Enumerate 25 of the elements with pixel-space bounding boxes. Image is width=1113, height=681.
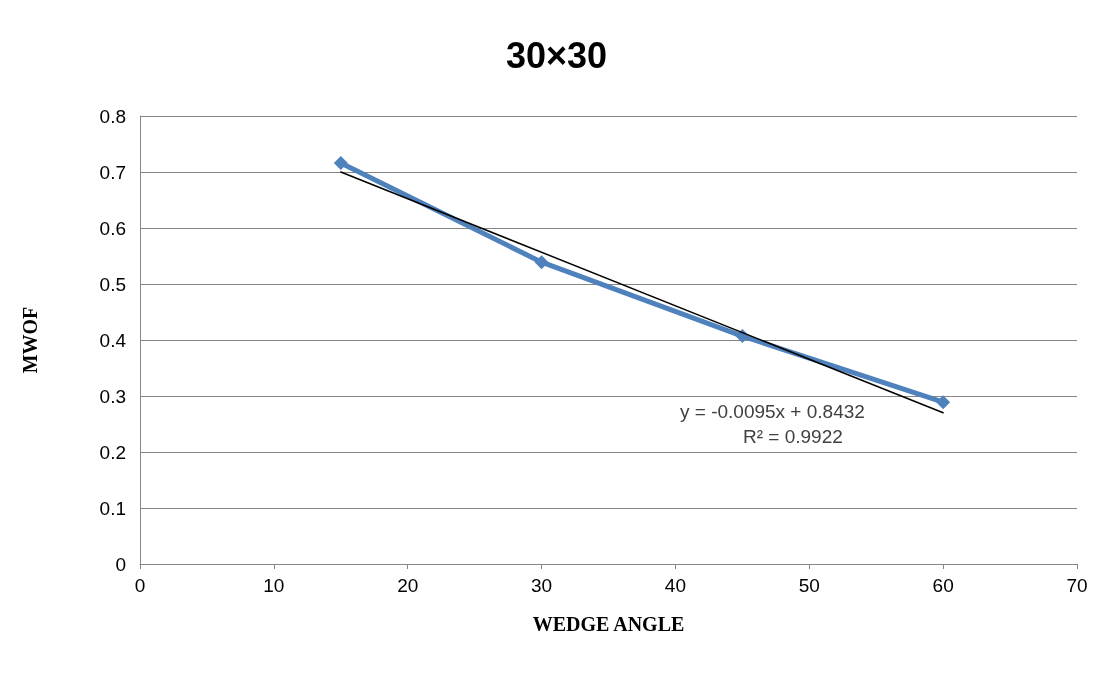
y-tick-label: 0 [115,553,126,575]
y-tick-label: 0.5 [99,273,126,295]
point [936,395,951,410]
y-tick-label: 0.7 [99,161,126,183]
x-tick-label: 30 [531,575,553,596]
y-tick-label: 0.6 [99,217,126,239]
y-tick-label: 0.2 [99,441,126,463]
x-tick-label: 40 [664,575,686,596]
x-axis-title: WEDGE ANGLE [532,613,685,635]
x-tick-label: 0 [134,575,146,596]
x-tick-label: 50 [798,575,820,596]
annotation: R² = 0.9922 [743,426,843,447]
y-tick-label: 0.8 [99,105,126,127]
y-tick-label: 0.1 [99,497,126,519]
annotation: y = -0.0095x + 0.8432 [680,401,865,422]
y-tick-label: 0.3 [99,385,126,407]
point [534,255,549,270]
x-tick-label: 70 [1066,575,1088,596]
y-axis-title: MWOF [19,306,41,374]
x-tick-label: 20 [397,575,419,596]
point [333,156,348,171]
x-tick-label: 60 [932,575,954,596]
chart-title: 30×30 [505,34,608,76]
y-tick-label: 0.4 [99,329,127,351]
x-tick-label: 10 [263,575,285,596]
